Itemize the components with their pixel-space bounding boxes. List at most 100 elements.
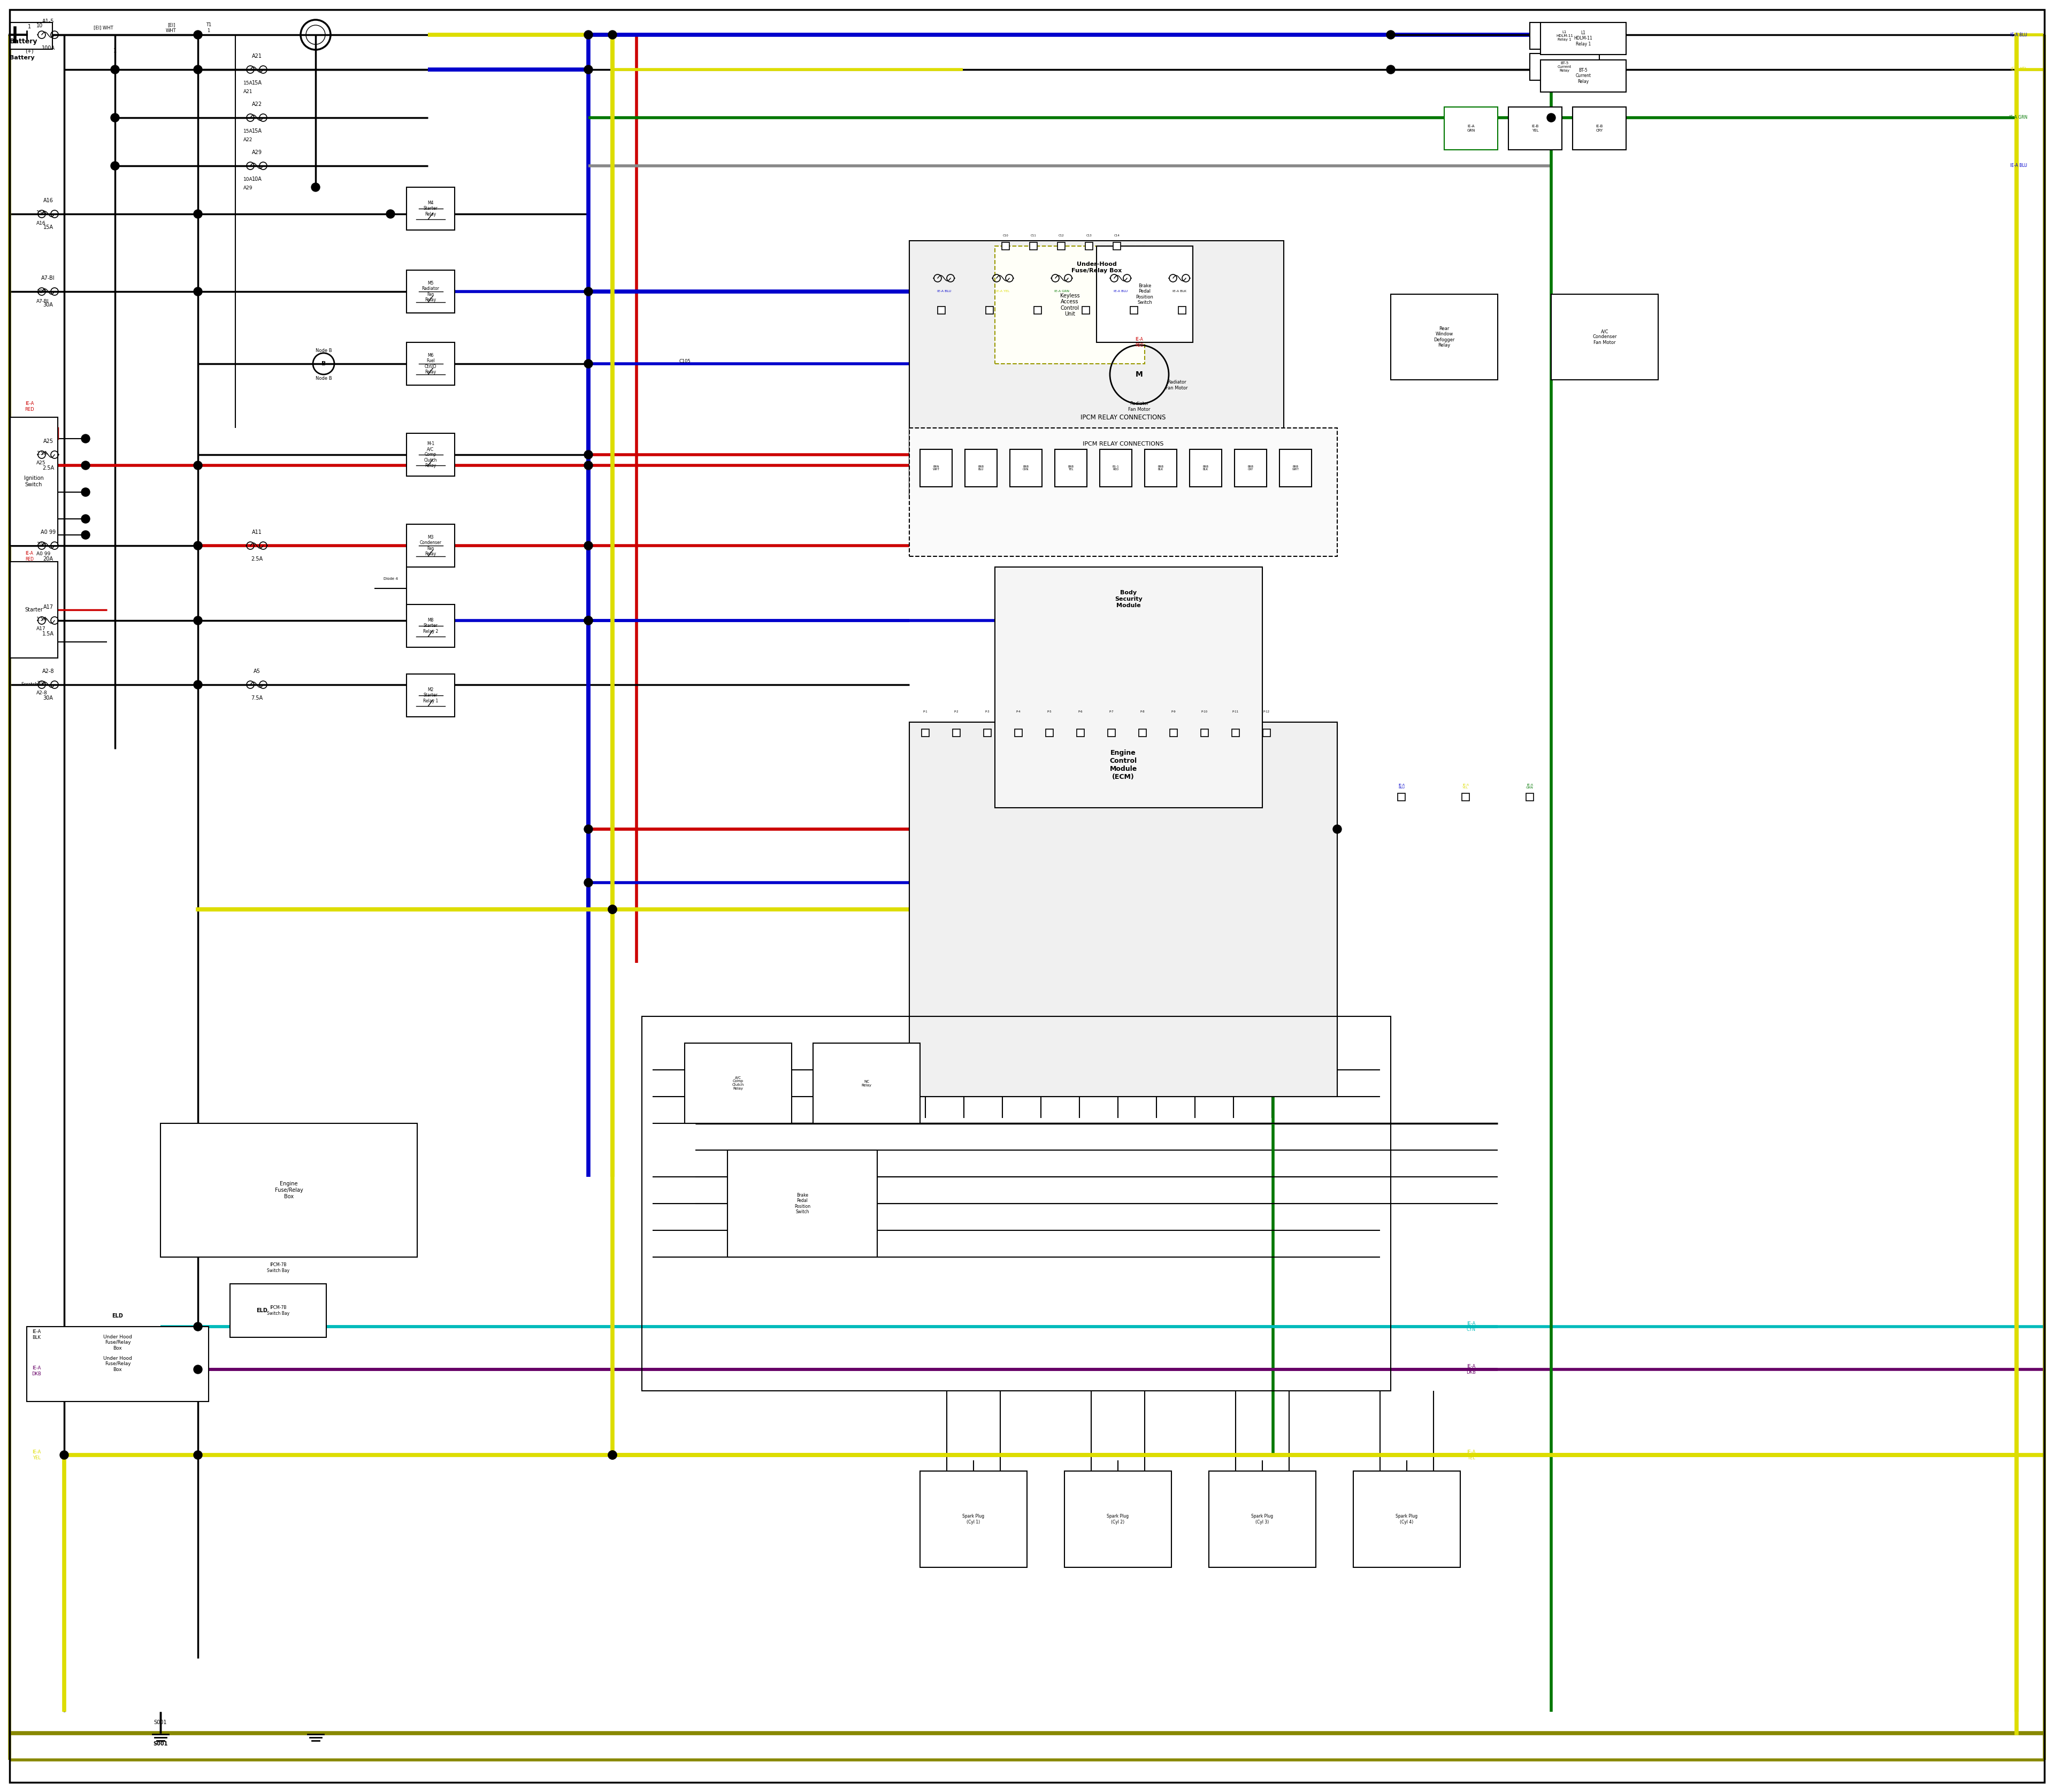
Bar (1540, 59, 1627, 91)
Text: A/C
Condenser
Fan Motor: A/C Condenser Fan Motor (1592, 330, 1616, 346)
Bar (920, 450, 953, 487)
Bar (1130, 306, 1138, 314)
Circle shape (583, 30, 594, 39)
Text: BRB
TEL: BRB TEL (1068, 466, 1074, 471)
Text: P-5: P-5 (1048, 710, 1052, 713)
Circle shape (82, 530, 90, 539)
Circle shape (583, 360, 594, 367)
Bar (1029, 242, 1037, 249)
Circle shape (583, 287, 594, 296)
Circle shape (82, 487, 90, 496)
Text: P-1: P-1 (922, 710, 928, 713)
Text: [EI] WHT: [EI] WHT (94, 25, 113, 30)
Bar (1551, 294, 1658, 380)
Text: A25: A25 (43, 439, 53, 444)
Text: A7-BI: A7-BI (41, 276, 55, 281)
Bar (407, 604, 454, 647)
Text: BRB
BLK: BRB BLK (1204, 466, 1208, 471)
Text: S001: S001 (154, 1720, 166, 1726)
Bar (1397, 794, 1405, 801)
Text: A7-BI: A7-BI (37, 299, 49, 303)
Text: IE-A
YEL: IE-A YEL (1467, 1450, 1475, 1460)
Text: IE-A
GRN: IE-A GRN (1467, 125, 1475, 133)
Text: 15A: 15A (253, 81, 261, 86)
Text: A0 99: A0 99 (37, 552, 51, 557)
Bar (1082, 306, 1089, 314)
Text: C12: C12 (1058, 235, 1064, 237)
Bar (1033, 306, 1041, 314)
Text: A25: A25 (37, 461, 45, 466)
Text: P-7: P-7 (1109, 710, 1113, 713)
Text: P-11: P-11 (1232, 710, 1239, 713)
Text: P-3: P-3 (986, 710, 990, 713)
Bar (1085, 242, 1093, 249)
Text: 30A: 30A (43, 695, 53, 701)
Bar (10, 561, 58, 658)
Circle shape (111, 113, 119, 122)
Text: P-12: P-12 (1263, 710, 1269, 713)
Circle shape (193, 1366, 201, 1374)
Text: L1
HDLM-11
Relay 1: L1 HDLM-11 Relay 1 (1573, 30, 1592, 47)
Bar (1015, 729, 1023, 737)
Bar (1099, 450, 1132, 487)
Text: BT-5
Current
Relay: BT-5 Current Relay (1557, 61, 1571, 72)
Circle shape (583, 616, 594, 625)
Text: 2.5A: 2.5A (37, 452, 47, 455)
Bar (407, 434, 454, 477)
Text: ELD: ELD (113, 1314, 123, 1319)
Bar (994, 246, 1144, 364)
Text: Spark Plug
(Cyl 4): Spark Plug (Cyl 4) (1397, 1514, 1417, 1525)
Bar (984, 729, 992, 737)
Bar (727, 1150, 877, 1256)
Bar (1056, 450, 1087, 487)
Text: P-8: P-8 (1140, 710, 1144, 713)
Bar (1540, 23, 1627, 54)
Bar (1263, 729, 1269, 737)
Text: IE-A
RED: IE-A RED (25, 401, 35, 412)
Text: B: B (320, 360, 327, 366)
Text: IE-A
RED: IE-A RED (25, 552, 33, 561)
Text: C13: C13 (1087, 235, 1093, 237)
Text: Brake
Pedal
Position
Switch: Brake Pedal Position Switch (795, 1193, 811, 1215)
Text: Keyless
Access
Control
Unit: Keyless Access Control Unit (1060, 292, 1080, 317)
Circle shape (193, 461, 201, 470)
Text: A2-8: A2-8 (43, 668, 53, 674)
Text: A29: A29 (253, 151, 261, 156)
Bar (1097, 246, 1193, 342)
Text: A16: A16 (37, 220, 45, 226)
Bar (1530, 54, 1600, 81)
Text: IE-A BLK: IE-A BLK (1173, 290, 1187, 292)
Bar (910, 240, 1284, 498)
Text: 1: 1 (113, 48, 117, 54)
Text: Under-Hood
Fuse/Relay Box: Under-Hood Fuse/Relay Box (1072, 262, 1121, 272)
Text: A22: A22 (242, 138, 253, 143)
Text: 30A: 30A (37, 681, 45, 686)
Bar (1573, 108, 1627, 151)
Text: IE-A BLU: IE-A BLU (2011, 163, 2027, 168)
Text: 1.5A: 1.5A (43, 631, 53, 636)
Text: A17: A17 (37, 627, 45, 631)
Text: A0 99: A0 99 (41, 530, 55, 536)
Circle shape (1333, 824, 1341, 833)
Circle shape (583, 824, 594, 833)
Bar (1138, 729, 1146, 737)
Text: NC
Relay: NC Relay (861, 1081, 871, 1086)
Text: 30A: 30A (37, 289, 45, 294)
Circle shape (193, 1322, 201, 1331)
Circle shape (583, 616, 594, 625)
Text: 7.5A: 7.5A (251, 695, 263, 701)
Text: IPCM RELAY CONNECTIONS: IPCM RELAY CONNECTIONS (1080, 414, 1167, 421)
Text: Engine
Control
Module
(ECM): Engine Control Module (ECM) (1109, 749, 1138, 781)
Text: C14: C14 (1113, 235, 1119, 237)
Text: A5: A5 (253, 668, 261, 674)
Bar (1391, 294, 1497, 380)
Bar (813, 1043, 920, 1124)
Text: Rear
Window
Defogger
Relay: Rear Window Defogger Relay (1434, 326, 1454, 348)
Text: C11: C11 (1031, 235, 1037, 237)
Text: 10A: 10A (253, 177, 261, 181)
Text: IPCM-7B
Switch Bay: IPCM-7B Switch Bay (267, 1305, 290, 1315)
Text: Scratch: Scratch (21, 683, 37, 686)
Circle shape (193, 616, 201, 625)
Text: L1
HDLM-11
Relay 1: L1 HDLM-11 Relay 1 (1557, 30, 1573, 41)
Text: IE-A
BLK: IE-A BLK (33, 1330, 41, 1340)
